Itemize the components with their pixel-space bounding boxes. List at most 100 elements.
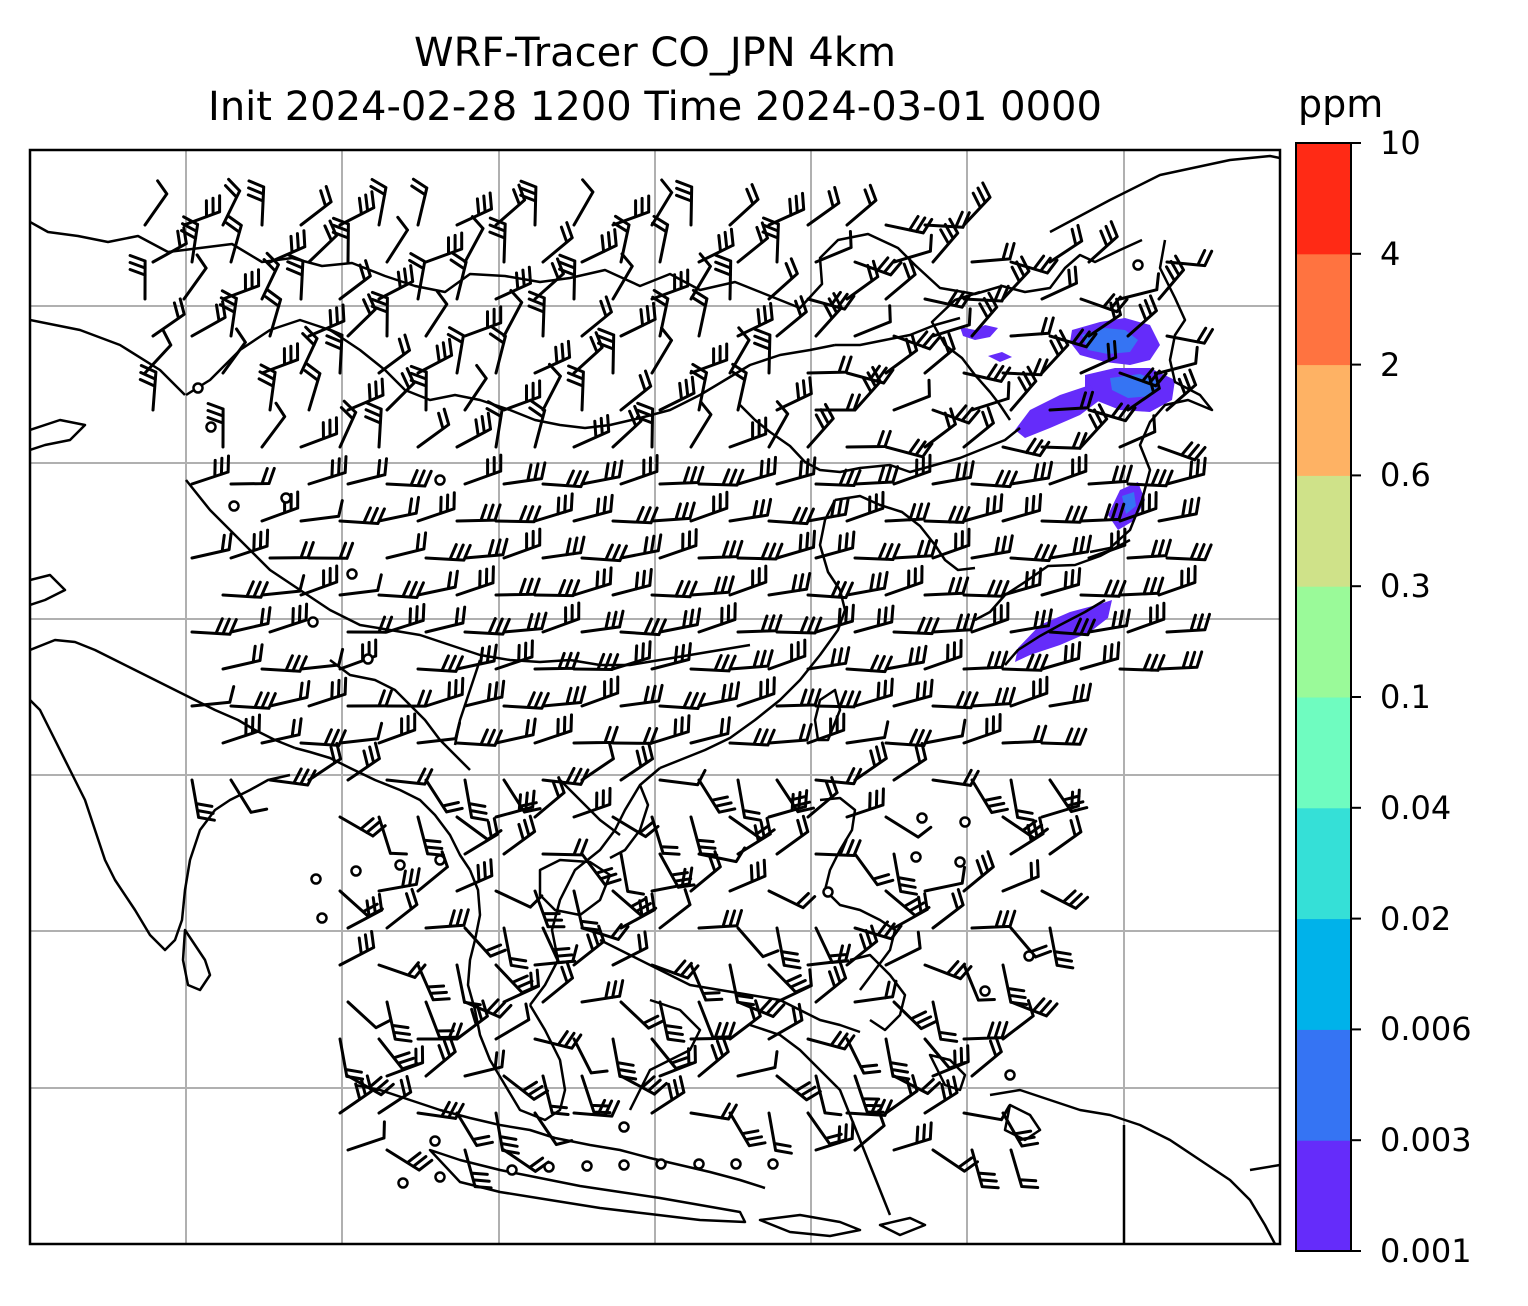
- wind-barb: [463, 305, 503, 338]
- colorbar-segment: [1296, 143, 1351, 255]
- wind-barb: [728, 326, 751, 375]
- wind-barb: [385, 603, 426, 634]
- wind-barb: [970, 1148, 1000, 1190]
- wind-barb: [892, 330, 942, 351]
- wind-barb: [1001, 653, 1049, 672]
- wind-barb: [690, 288, 709, 338]
- wind-barb: [931, 612, 977, 634]
- wind-barb: [1001, 437, 1051, 458]
- wind-barb: [409, 364, 428, 412]
- wind-barb: [650, 579, 698, 599]
- wind-barb: [1009, 608, 1053, 634]
- wind-barb: [892, 1121, 933, 1152]
- wind-barb: [689, 654, 737, 673]
- wind-barb: [1126, 538, 1172, 560]
- colorbar-tick-label: 0.3: [1380, 567, 1431, 606]
- wind-barb: [307, 541, 355, 560]
- calm-circle: [307, 616, 319, 628]
- wind-barb: [1048, 534, 1092, 560]
- wind-barb: [488, 325, 507, 375]
- wind-barb: [650, 642, 692, 671]
- wind-barb: [853, 741, 888, 782]
- colorbar-segment: [1296, 1140, 1351, 1252]
- wind-barb: [931, 527, 971, 560]
- wind-barb: [572, 725, 619, 745]
- wind-barb: [1009, 365, 1038, 412]
- wind-barb: [1048, 815, 1083, 856]
- wind-barb: [572, 566, 613, 597]
- wind-barb: [1087, 297, 1122, 338]
- wind-barb: [221, 177, 242, 227]
- wind-barb: [853, 256, 903, 277]
- wind-barb: [892, 1000, 938, 1031]
- calm-circle: [434, 854, 446, 866]
- wind-barb: [182, 194, 222, 227]
- wind-barb: [845, 787, 885, 819]
- wind-barb: [229, 466, 276, 486]
- wind-barb: [455, 565, 495, 597]
- calm-circle: [959, 816, 971, 828]
- wind-barb: [572, 1037, 609, 1075]
- wind-barb: [519, 179, 538, 227]
- wind-barb: [463, 679, 506, 708]
- wind-barb: [325, 327, 344, 375]
- wind-barb: [1040, 329, 1070, 375]
- wind-barb: [541, 535, 586, 560]
- colorbar-tick-label: 4: [1380, 234, 1401, 273]
- wind-barb: [675, 179, 694, 227]
- wind-barb: [619, 741, 654, 782]
- wind-barb: [689, 850, 722, 893]
- wind-barb: [767, 191, 806, 227]
- wind-barb: [533, 713, 573, 745]
- wind-barb: [494, 1002, 531, 1041]
- wind-barb: [224, 214, 243, 264]
- colorbar-tick-label: 2: [1380, 345, 1401, 384]
- wind-barb: [806, 497, 850, 523]
- wind-barb: [285, 253, 305, 301]
- wind-barb: [1048, 617, 1096, 637]
- calm-circle: [910, 851, 922, 863]
- wind-barb: [299, 728, 347, 747]
- wind-barb: [1118, 414, 1157, 449]
- wind-barb: [845, 570, 889, 597]
- wind-barb: [658, 691, 706, 710]
- wind-barb: [221, 268, 261, 301]
- wind-barb: [845, 364, 895, 385]
- wind-barb: [728, 999, 762, 1041]
- wind-barb: [1048, 453, 1088, 486]
- wind-barb: [455, 728, 503, 747]
- wind-barb: [580, 852, 622, 886]
- wind-barb: [1048, 682, 1092, 708]
- wind-barb: [1040, 727, 1088, 746]
- wind-barb: [1157, 345, 1199, 375]
- wind-barb: [962, 579, 1010, 598]
- wind-barb: [338, 190, 376, 227]
- calm-circle: [346, 568, 358, 580]
- wind-barb: [931, 404, 981, 425]
- wind-barb: [736, 997, 786, 1018]
- wind-barb: [1165, 456, 1207, 486]
- wind-barb: [806, 355, 853, 375]
- wind-barb: [182, 253, 208, 301]
- wind-barb: [845, 1037, 882, 1075]
- wind-barb: [1079, 340, 1118, 375]
- wind-barb: [416, 654, 464, 673]
- wind-barb: [572, 786, 612, 819]
- wind-barb: [658, 888, 692, 930]
- wind-barb: [180, 215, 200, 264]
- wind-barb: [845, 924, 879, 967]
- wind-barb: [814, 468, 862, 487]
- wind-barb: [611, 568, 653, 597]
- wind-barb: [689, 1102, 738, 1121]
- wind-barb: [658, 1044, 697, 1078]
- wind-barb: [728, 1111, 767, 1148]
- wind-barb: [729, 362, 748, 412]
- wind-barb: [260, 654, 308, 673]
- wind-barb: [494, 789, 536, 819]
- colorbar-frame: [1295, 142, 1352, 1252]
- wind-barb: [1126, 601, 1166, 634]
- wind-barb: [190, 617, 238, 636]
- wind-barb: [845, 259, 880, 301]
- calm-circle: [1004, 1069, 1016, 1081]
